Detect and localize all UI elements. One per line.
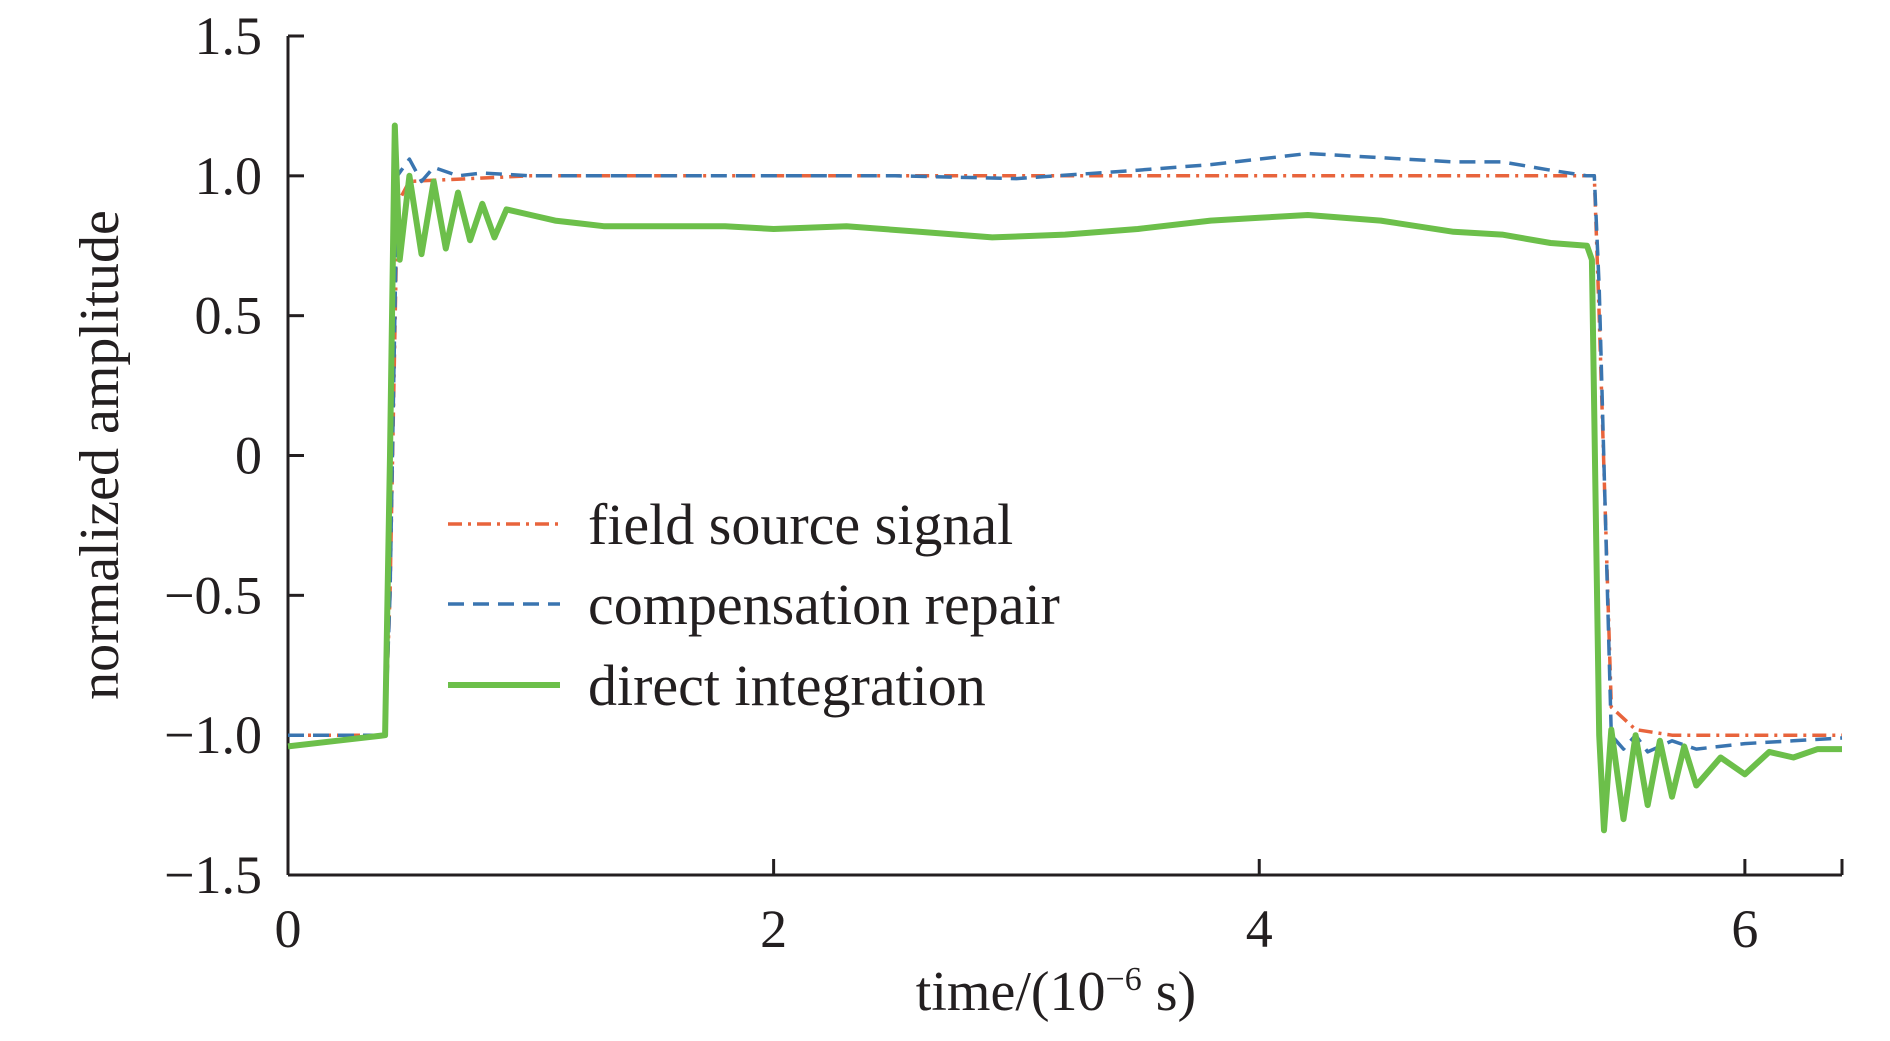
- legend-label-1: field source signal: [588, 492, 1013, 557]
- x-tick-label: 4: [1246, 899, 1273, 959]
- x-axis-label-suffix: s): [1142, 961, 1196, 1023]
- x-axis-label: time/(10−6 s): [916, 961, 1196, 1023]
- y-tick-label: 1.5: [195, 6, 263, 66]
- y-tick-label: −1.5: [164, 845, 262, 905]
- x-tick-label: 2: [760, 899, 787, 959]
- y-tick-label: 0.5: [195, 286, 263, 346]
- y-tick-label: −1.0: [164, 705, 262, 765]
- y-tick-label: 0: [235, 426, 262, 486]
- x-tick-label: 6: [1731, 899, 1758, 959]
- y-tick-label: −0.5: [164, 565, 262, 625]
- x-tick-label: 0: [275, 899, 302, 959]
- y-tick-label: 1.0: [195, 146, 263, 206]
- y-axis-label: normalized amplitude: [69, 210, 131, 700]
- legend: field source signal compensation repair di…: [448, 492, 1060, 718]
- series-line-3: [287, 122, 1842, 834]
- legend-label-3: direct integration: [588, 653, 986, 718]
- x-axis-label-main: time/(10: [916, 961, 1106, 1023]
- x-axis-label-exponent: −6: [1106, 961, 1142, 998]
- plot-area: [287, 122, 1843, 834]
- legend-label-2: compensation repair: [588, 572, 1060, 637]
- axes: 1.51.00.50−0.5−1.0−1.50 2 4 6: [164, 6, 1844, 959]
